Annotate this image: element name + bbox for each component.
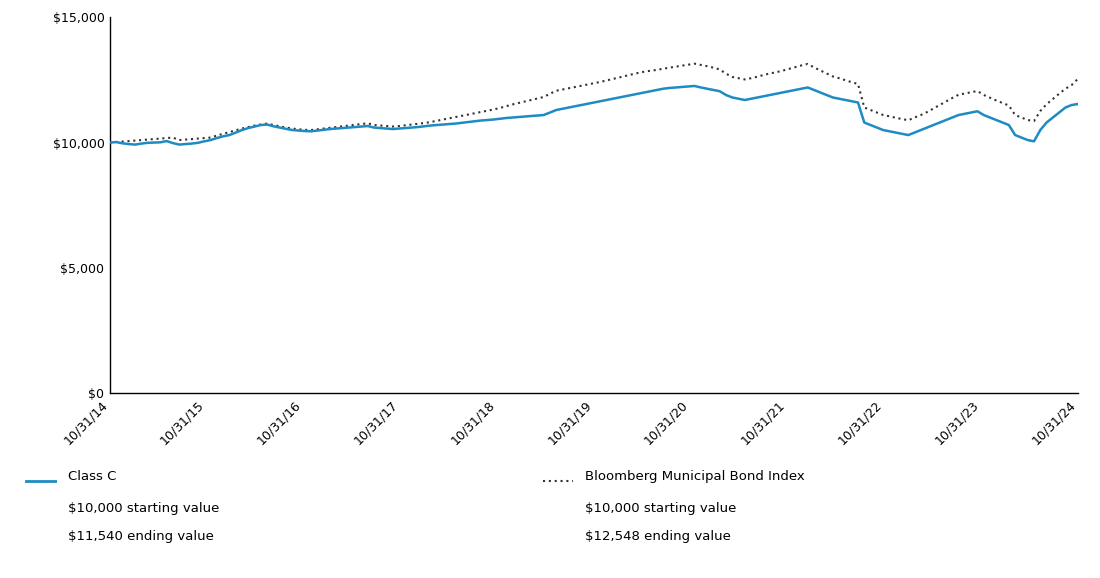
Text: Class C: Class C — [68, 470, 117, 483]
Text: $10,000 starting value: $10,000 starting value — [68, 502, 220, 515]
Text: $10,000 starting value: $10,000 starting value — [585, 502, 737, 515]
Text: $12,548 ending value: $12,548 ending value — [585, 530, 732, 543]
Text: Bloomberg Municipal Bond Index: Bloomberg Municipal Bond Index — [585, 470, 805, 483]
Text: $11,540 ending value: $11,540 ending value — [68, 530, 214, 543]
